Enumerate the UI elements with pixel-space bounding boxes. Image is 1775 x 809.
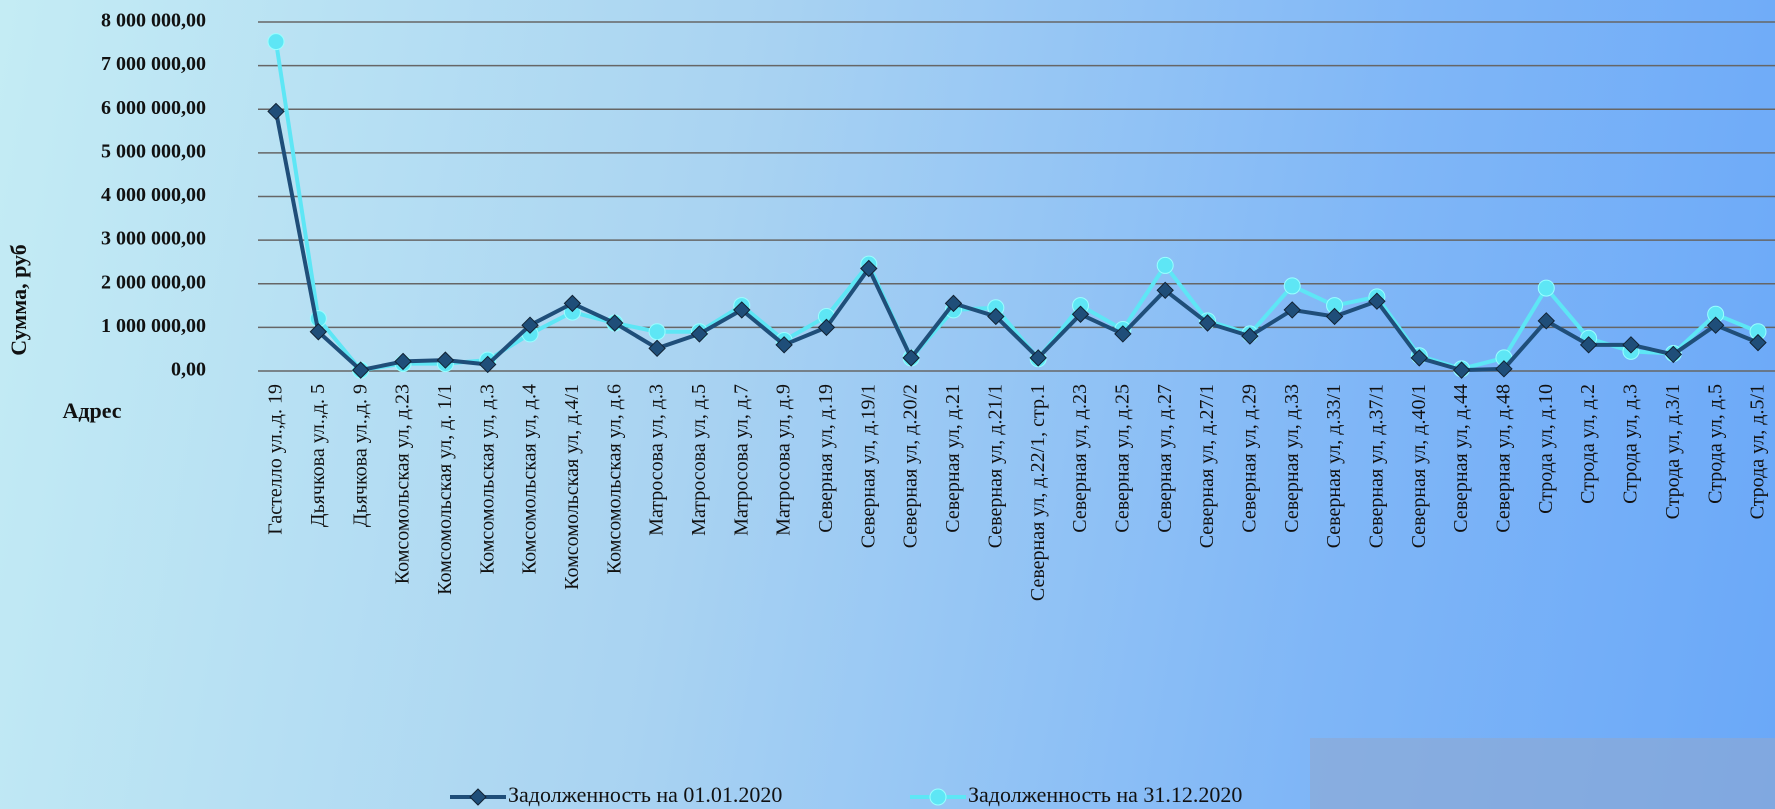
marker <box>648 323 666 341</box>
marker <box>1283 301 1301 319</box>
marker <box>1495 360 1513 378</box>
x-tick-label: Дьячкова ул.,д. 9 <box>349 384 371 527</box>
y-tick-label: 0,00 <box>171 359 206 381</box>
marker <box>1749 333 1767 352</box>
marker <box>1198 314 1217 332</box>
marker <box>521 316 539 334</box>
x-tick-label: Комсомольская ул, д.6 <box>603 384 625 574</box>
x-tick-label: Комсомольская ул, д.4 <box>519 384 541 574</box>
marker <box>1622 336 1640 354</box>
x-tick-label: Комсомольская ул, д. 1/1 <box>434 384 456 595</box>
x-tick-label: Матросова ул, д.7 <box>730 384 752 536</box>
y-axis-label: Сумма, руб <box>6 244 31 356</box>
y-tick-label: 4 000 000,00 <box>101 184 206 206</box>
marker <box>469 788 487 806</box>
decor-image <box>1310 738 1775 809</box>
y-tick-label: 8 000 000,00 <box>101 10 206 32</box>
marker <box>1114 325 1132 343</box>
x-tick-label: Северная ул, д.33 <box>1281 384 1303 533</box>
x-tick-label: Северная ул, д.19/1 <box>857 384 879 548</box>
x-tick-label: Строда ул, д.2 <box>1577 384 1599 504</box>
marker <box>1706 316 1725 334</box>
x-tick-label: Комсомольская ул, д.3 <box>476 384 498 574</box>
x-tick-label: Строда ул, д.5 <box>1704 384 1726 504</box>
x-tick-label: Северная ул, д.29 <box>1238 384 1260 533</box>
x-tick-label: Северная ул, д.21 <box>942 384 964 533</box>
x-tick-label: Северная ул, д.44 <box>1450 384 1472 533</box>
x-tick-label: Матросова ул, д.5 <box>688 384 710 536</box>
marker <box>1071 305 1090 323</box>
marker <box>309 323 328 341</box>
marker <box>1241 327 1259 345</box>
x-tick-label: Комсомольская ул, д.23 <box>392 384 414 584</box>
marker <box>436 351 455 369</box>
marker <box>648 339 666 358</box>
series-line <box>274 111 1759 373</box>
x-axis-label: Адрес <box>62 398 121 423</box>
marker <box>1537 312 1555 330</box>
marker <box>775 336 793 354</box>
marker <box>1156 281 1174 300</box>
marker <box>929 788 947 806</box>
marker <box>1579 336 1598 354</box>
y-tick-label: 2 000 000,00 <box>101 271 206 293</box>
marker <box>1452 361 1471 379</box>
x-tick-label: Северная ул, д.25 <box>1111 384 1133 533</box>
marker <box>351 361 370 379</box>
y-tick-label: 7 000 000,00 <box>101 53 206 75</box>
marker <box>1664 345 1683 364</box>
y-tick-label: 5 000 000,00 <box>101 140 206 162</box>
marker <box>606 314 624 332</box>
marker <box>1029 349 1047 367</box>
marker <box>817 318 836 337</box>
y-tick-label: 6 000 000,00 <box>101 97 206 119</box>
x-tick-label: Строда ул, д.5/1 <box>1747 384 1769 519</box>
x-tick-label: Строда ул, д.3/1 <box>1662 384 1684 519</box>
legend-label: Задолженность на 01.01.2020 <box>508 782 782 807</box>
x-tick-label: Дьячкова ул.,д. 5 <box>307 384 329 527</box>
x-tick-label: Строда ул, д.10 <box>1535 384 1557 514</box>
x-tick-label: Северная ул, д.27/1 <box>1196 384 1218 548</box>
legend-label: Задолженность на 31.12.2020 <box>968 782 1242 807</box>
marker <box>860 259 878 278</box>
marker <box>1410 349 1428 367</box>
marker <box>944 294 963 313</box>
marker <box>987 307 1005 326</box>
y-tick-label: 1 000 000,00 <box>101 315 206 337</box>
x-tick-label: Северная ул, д.40/1 <box>1408 384 1430 548</box>
x-tick-label: Северная ул, д.37/1 <box>1366 384 1388 548</box>
x-tick-label: Северная ул, д.20/2 <box>900 384 922 548</box>
marker <box>267 102 285 121</box>
marker <box>733 301 751 319</box>
marker <box>563 294 582 313</box>
y-tick-label: 3 000 000,00 <box>101 228 206 250</box>
x-tick-label: Северная ул, д.19 <box>815 384 837 533</box>
marker <box>1537 279 1555 297</box>
x-tick-label: Северная ул, д.21/1 <box>984 384 1006 548</box>
marker <box>1283 277 1301 295</box>
x-tick-label: Северная ул, д.23 <box>1069 384 1091 533</box>
x-tick-label: Матросова ул, д.9 <box>773 384 795 536</box>
marker <box>479 355 497 374</box>
marker <box>394 352 412 371</box>
marker <box>1368 292 1386 310</box>
x-tick-label: Комсомольская ул, д.4/1 <box>561 384 583 590</box>
marker <box>1325 307 1344 326</box>
x-tick-label: Северная ул, д.22/1, стр.1 <box>1027 384 1049 601</box>
x-tick-label: Строда ул, д.3 <box>1620 384 1642 504</box>
x-tick-label: Северная ул, д.33/1 <box>1323 384 1345 548</box>
x-tick-label: Северная ул, д.27 <box>1154 384 1176 533</box>
marker <box>902 349 920 367</box>
marker <box>1156 256 1174 274</box>
x-tick-label: Гастелло ул.,д. 19 <box>265 384 287 535</box>
marker <box>267 33 285 51</box>
x-tick-label: Северная ул, д.48 <box>1493 384 1515 533</box>
series-line <box>274 41 1759 373</box>
x-tick-label: Матросова ул, д.3 <box>646 384 668 536</box>
marker <box>690 325 709 343</box>
